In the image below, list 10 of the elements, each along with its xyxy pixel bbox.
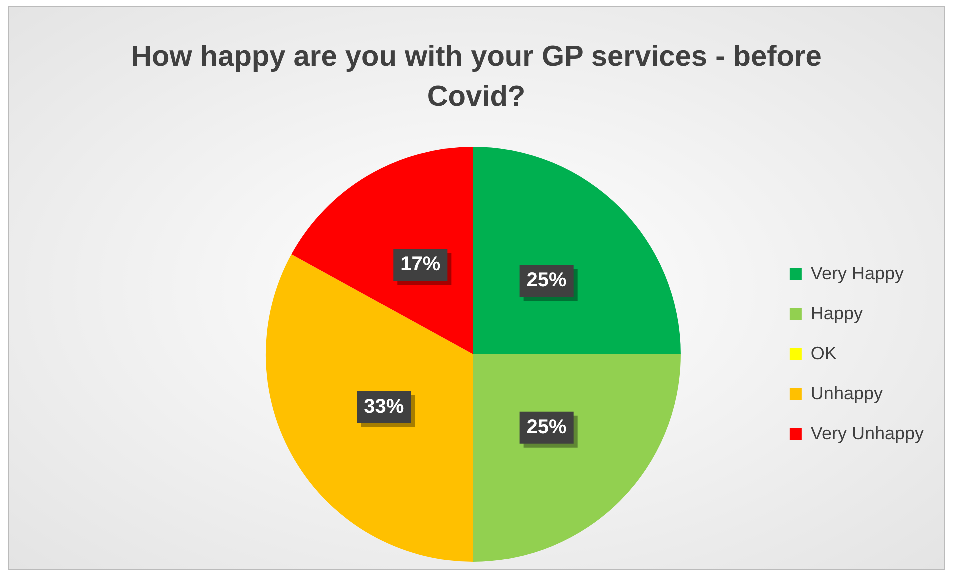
data-label: 25% <box>526 270 568 292</box>
legend-label: Very Happy <box>810 263 904 284</box>
data-label: 25% <box>526 416 568 438</box>
legend-label: Happy <box>810 303 863 324</box>
legend-label: OK <box>810 343 837 364</box>
legend-label: Very Unhappy <box>810 423 924 444</box>
data-label: 33% <box>364 396 404 418</box>
data-label: 17% <box>400 254 441 276</box>
chart-title: How happy are you with your GP services - before Covid? <box>130 40 823 115</box>
legend-label: Unhappy <box>810 383 883 404</box>
